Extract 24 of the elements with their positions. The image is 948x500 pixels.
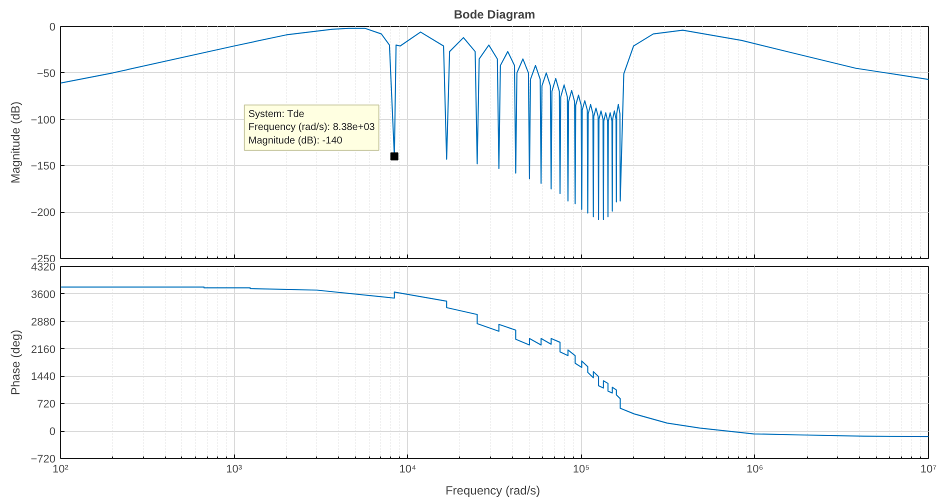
y-tick-label: −720 [30, 454, 56, 466]
y-tick-label: −150 [30, 160, 56, 173]
x-tick-label: 10⁵ [572, 464, 590, 476]
chart-title: Bode Diagram [454, 8, 536, 22]
y-tick-label: 0 [49, 22, 56, 34]
y-axis-title: Magnitude (dB) [8, 101, 23, 184]
x-axis-title: Frequency (rad/s) [445, 484, 540, 498]
y-tick-label: 0 [49, 426, 56, 438]
y-tick-label: −100 [30, 114, 56, 126]
y-tick-label: 2160 [31, 344, 56, 356]
y-axis-title: Phase (deg) [8, 330, 23, 396]
y-tick-label: −200 [30, 207, 56, 220]
y-tick-label: 720 [37, 398, 56, 411]
x-tick-label: 10⁴ [399, 464, 416, 476]
annotation: System: Tde Frequency (rad/s): 8.38e+03 Magnitude (dB): -140 [248, 109, 376, 146]
y-tick-label: −50 [36, 68, 56, 80]
x-tick-label: 10⁶ [746, 464, 764, 476]
y-tick-label: 2880 [31, 316, 56, 328]
y-tick-label: 1440 [31, 371, 56, 384]
x-tick-label: 10⁷ [920, 464, 937, 476]
x-tick-label: 10² [52, 464, 69, 476]
y-tick-label: 4320 [31, 262, 56, 274]
x-tick-label: 10³ [226, 464, 242, 476]
y-tick-label: 3600 [31, 288, 56, 301]
